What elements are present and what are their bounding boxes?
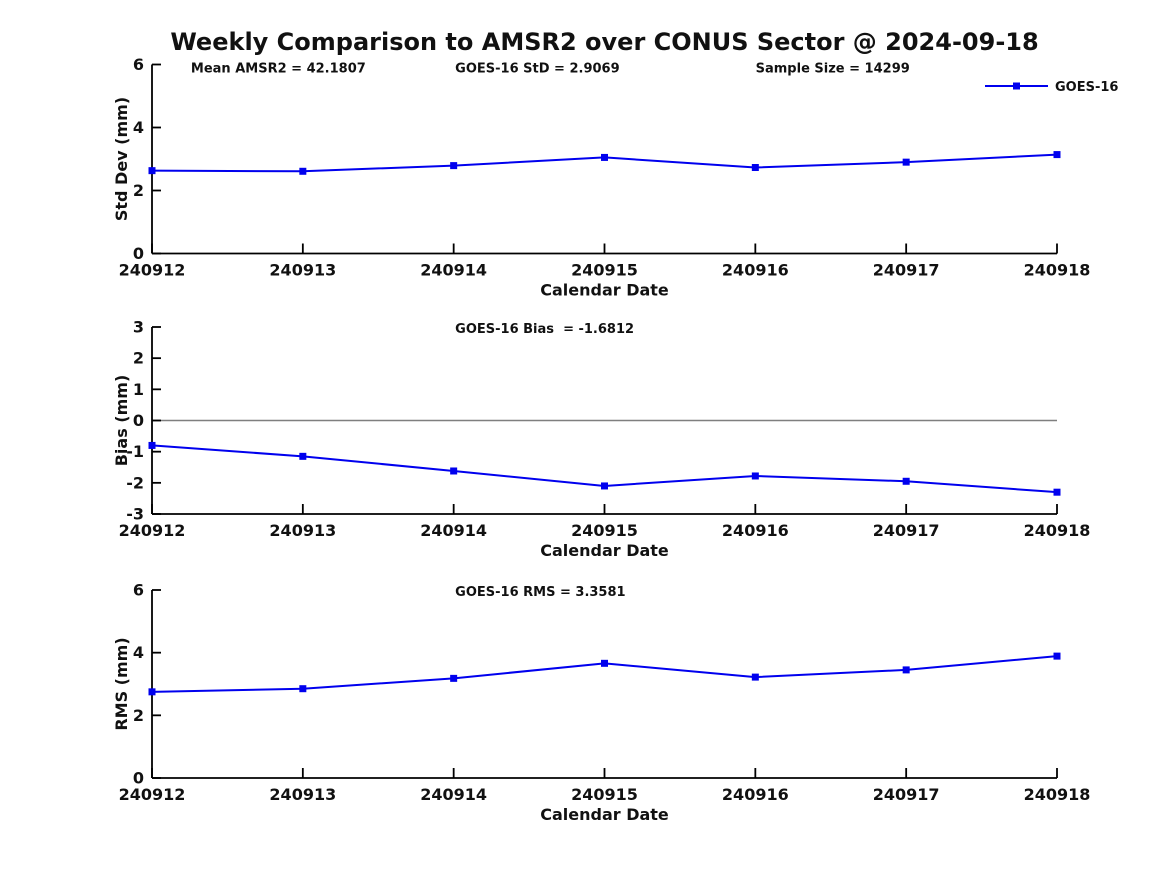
data-point-marker [601, 659, 608, 667]
y-axis-title: Bias (mm) [112, 375, 131, 467]
data-point-marker [148, 167, 156, 175]
x-tick-label: 240914 [420, 521, 487, 540]
data-point-marker [450, 162, 458, 170]
y-tick-label: 4 [133, 643, 144, 662]
data-point-marker [148, 688, 156, 696]
y-tick-label: 1 [133, 380, 144, 399]
x-tick-label: 240914 [420, 785, 487, 804]
y-tick-label: 0 [133, 769, 144, 788]
y-tick-label: -2 [126, 473, 144, 492]
stat-annotation: Sample Size = 14299 [756, 62, 910, 77]
data-point-marker [751, 673, 759, 681]
subplot-bias: -3 -2 -1 0 1 2 3 240912 240913 240914 240915 240916… [112, 318, 1090, 561]
x-tick-label: 240915 [571, 521, 638, 540]
x-tick-label: 240917 [873, 521, 940, 540]
data-point-marker [902, 158, 910, 166]
stat-annotation: Mean AMSR2 = 42.1807 [191, 62, 366, 77]
x-tick-label: 240918 [1024, 261, 1091, 280]
x-tick-label: 240917 [873, 261, 940, 280]
y-tick-label: 4 [133, 118, 144, 137]
data-point-marker [902, 477, 910, 485]
y-tick-label: 0 [133, 244, 144, 263]
data-point-marker [601, 153, 608, 161]
x-tick-label: 240913 [269, 785, 336, 804]
legend-marker [1013, 82, 1020, 90]
y-tick-label: -1 [126, 442, 144, 461]
y-tick-label: 3 [133, 318, 144, 337]
y-tick-label: 6 [133, 581, 144, 600]
data-point-marker [751, 472, 759, 480]
x-tick-label: 240914 [420, 261, 487, 280]
x-tick-label: 240917 [873, 785, 940, 804]
legend: GOES-16 [985, 80, 1118, 95]
x-tick-label: 240912 [119, 261, 186, 280]
data-point-marker [450, 674, 458, 682]
x-tick-label: 240915 [571, 261, 638, 280]
x-tick-label: 240916 [722, 521, 789, 540]
subplot-rms: 0 2 4 6 240912 240913 240914 240915 240916 240917… [112, 581, 1090, 825]
data-point-marker [902, 666, 910, 674]
data-point-marker [299, 452, 307, 460]
x-tick-label: 240918 [1024, 785, 1091, 804]
x-tick-label: 240912 [119, 521, 186, 540]
y-tick-label: -3 [126, 505, 144, 524]
x-axis-title: Calendar Date [540, 541, 669, 560]
y-axis-title: RMS (mm) [112, 637, 131, 730]
data-point-marker [450, 467, 458, 475]
y-axis-title: Std Dev (mm) [112, 97, 131, 221]
y-tick-label: 6 [133, 55, 144, 74]
y-tick-label: 2 [133, 181, 144, 200]
stat-annotation: GOES-16 StD = 2.9069 [455, 62, 619, 77]
data-point-marker [148, 441, 156, 449]
data-point-marker [299, 685, 307, 693]
x-tick-label: 240913 [269, 521, 336, 540]
x-tick-label: 240912 [119, 785, 186, 804]
data-point-marker [751, 164, 759, 172]
data-point-marker [1053, 488, 1061, 496]
chart-title: Weekly Comparison to AMSR2 over CONUS Se… [170, 28, 1039, 56]
y-tick-label: 2 [133, 706, 144, 725]
data-point-marker [601, 482, 608, 490]
data-point-marker [1053, 151, 1061, 159]
stat-annotation: GOES-16 RMS = 3.3581 [455, 585, 625, 600]
subplot-stddev: 0 2 4 6 240912 240913 240914 240915 240916 240917… [112, 55, 1118, 300]
x-tick-label: 240913 [269, 261, 336, 280]
y-tick-label: 0 [133, 411, 144, 430]
data-point-marker [299, 167, 307, 175]
stat-annotation: GOES-16 Bias = -1.6812 [455, 322, 634, 337]
y-tick-label: 2 [133, 349, 144, 368]
x-tick-label: 240915 [571, 785, 638, 804]
x-axis-title: Calendar Date [540, 281, 669, 300]
x-tick-label: 240918 [1024, 521, 1091, 540]
x-axis-title: Calendar Date [540, 805, 669, 824]
x-tick-label: 240916 [722, 261, 789, 280]
data-point-marker [1053, 652, 1061, 660]
x-tick-label: 240916 [722, 785, 789, 804]
legend-label: GOES-16 [1055, 80, 1118, 95]
